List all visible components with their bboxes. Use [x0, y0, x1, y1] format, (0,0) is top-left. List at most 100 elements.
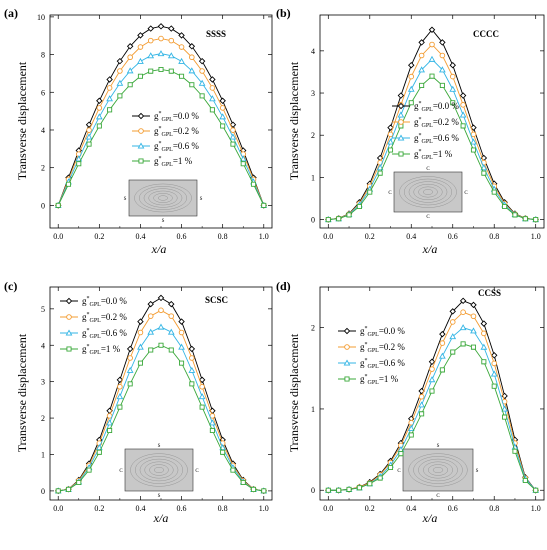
- legend-marker: [344, 376, 350, 382]
- plate-contour: [428, 464, 449, 476]
- data-point: [490, 352, 498, 359]
- y-tick-label: 2: [311, 131, 315, 140]
- data-point: [439, 330, 446, 338]
- data-point: [168, 68, 174, 74]
- data-point: [116, 79, 124, 86]
- plate-contour: [139, 458, 179, 482]
- legend-marker: [397, 134, 405, 141]
- data-point: [491, 383, 497, 389]
- y-tick-label: 4: [41, 341, 45, 350]
- data-point: [209, 95, 216, 102]
- data-point: [502, 414, 508, 420]
- series-1: [54, 23, 268, 209]
- data-point: [199, 404, 205, 410]
- plate-contour: [432, 467, 444, 473]
- data-point: [397, 92, 405, 99]
- data-point: [178, 44, 185, 50]
- data-point: [168, 347, 174, 353]
- x-axis-title: x/a: [422, 511, 438, 525]
- data-point: [117, 404, 123, 410]
- data-point: [178, 343, 185, 350]
- data-point: [459, 111, 467, 118]
- legend-marker: [65, 329, 73, 336]
- plate-inset: S S S: [124, 179, 203, 224]
- data-point: [470, 124, 477, 131]
- data-point: [428, 376, 436, 383]
- data-point: [336, 487, 342, 493]
- data-point: [439, 66, 446, 73]
- x-tick-label: 0.4: [406, 232, 416, 241]
- plate-edge-left: C: [397, 469, 401, 474]
- plate-edge-right: C: [464, 191, 468, 196]
- data-point: [157, 50, 165, 57]
- series-4: [55, 342, 267, 494]
- data-point: [86, 467, 92, 473]
- data-point: [96, 105, 103, 111]
- x-tick-label: 1.0: [531, 232, 541, 241]
- data-point: [178, 318, 185, 325]
- data-point: [147, 25, 154, 32]
- legend-entry: g*GPL=0.6 %: [154, 141, 199, 153]
- data-point: [470, 313, 477, 320]
- boundary-condition-label: SCSC: [205, 295, 228, 305]
- data-point: [490, 370, 498, 377]
- data-point: [460, 341, 466, 347]
- plate-contour: [408, 181, 448, 203]
- plate-contour: [423, 189, 433, 195]
- data-point: [106, 85, 113, 91]
- series-4: [325, 341, 539, 493]
- data-point: [189, 381, 195, 387]
- data-point: [96, 123, 102, 129]
- y-tick-label: 2: [311, 324, 315, 333]
- x-tick-label: 0.2: [365, 232, 375, 241]
- plate-contour: [399, 176, 457, 208]
- data-point: [230, 141, 236, 147]
- legend-entry: g*GPL=0.0 %: [360, 326, 405, 338]
- y-tick-label: 2: [41, 414, 45, 423]
- plate-inset: S C C S: [397, 444, 478, 499]
- data-point: [428, 55, 436, 62]
- data-point: [55, 202, 61, 208]
- data-point: [168, 300, 175, 308]
- data-point: [481, 170, 487, 176]
- data-point: [199, 383, 205, 390]
- data-point: [419, 411, 425, 417]
- legend-entry: g*GPL=1 %: [82, 344, 121, 356]
- data-point: [522, 216, 528, 222]
- data-point: [449, 319, 456, 325]
- legend-entry: g*GPL=0.0 %: [414, 101, 459, 113]
- legend-entry: g*GPL=0.6 %: [82, 328, 127, 340]
- data-point: [346, 212, 352, 218]
- data-point: [261, 488, 267, 494]
- data-point: [137, 57, 144, 64]
- data-point: [512, 448, 518, 454]
- data-point: [55, 488, 61, 494]
- data-point: [367, 189, 373, 195]
- legend-entry: g*GPL=1 %: [154, 156, 193, 168]
- data-point: [137, 360, 143, 366]
- data-point: [460, 309, 466, 315]
- y-tick-label: 0: [311, 486, 315, 495]
- data-point: [449, 308, 456, 315]
- data-point: [106, 95, 113, 102]
- y-tick-label: 2: [41, 164, 45, 173]
- data-point: [408, 100, 414, 106]
- data-point: [376, 164, 384, 171]
- data-point: [168, 313, 175, 319]
- legend-entry: g*GPL=0.2 %: [154, 126, 199, 138]
- data-point: [179, 73, 185, 79]
- data-point: [126, 43, 134, 50]
- data-point: [501, 405, 508, 412]
- x-tick-label: 0.0: [53, 232, 63, 241]
- y-tick-label: 1: [311, 173, 315, 182]
- data-point: [147, 328, 155, 335]
- data-point: [189, 355, 195, 361]
- data-point: [116, 57, 124, 65]
- data-point: [522, 477, 528, 484]
- x-tick-label: 0.8: [489, 232, 499, 241]
- data-point: [137, 318, 144, 325]
- data-point: [188, 43, 196, 50]
- data-point: [418, 387, 425, 395]
- data-point: [158, 307, 164, 314]
- data-point: [219, 105, 226, 111]
